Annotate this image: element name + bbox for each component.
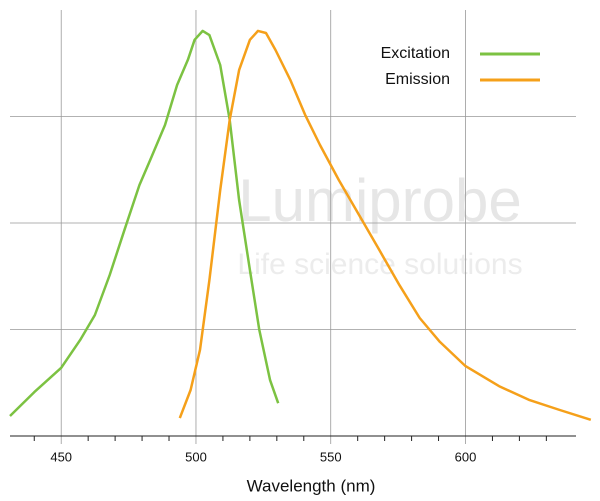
x-tick-label: 450 (50, 449, 72, 464)
legend-label: Emission (385, 71, 450, 88)
legend-label: Excitation (381, 45, 450, 62)
series-line (9, 29, 280, 417)
x-tick-label: 600 (455, 449, 477, 464)
x-tick-label: 500 (185, 449, 207, 464)
x-axis-label: Wavelength (nm) (247, 476, 376, 495)
x-tick-label: 550 (320, 449, 342, 464)
series-line (178, 29, 592, 421)
watermark-brand: Lumiprobe (238, 167, 522, 234)
